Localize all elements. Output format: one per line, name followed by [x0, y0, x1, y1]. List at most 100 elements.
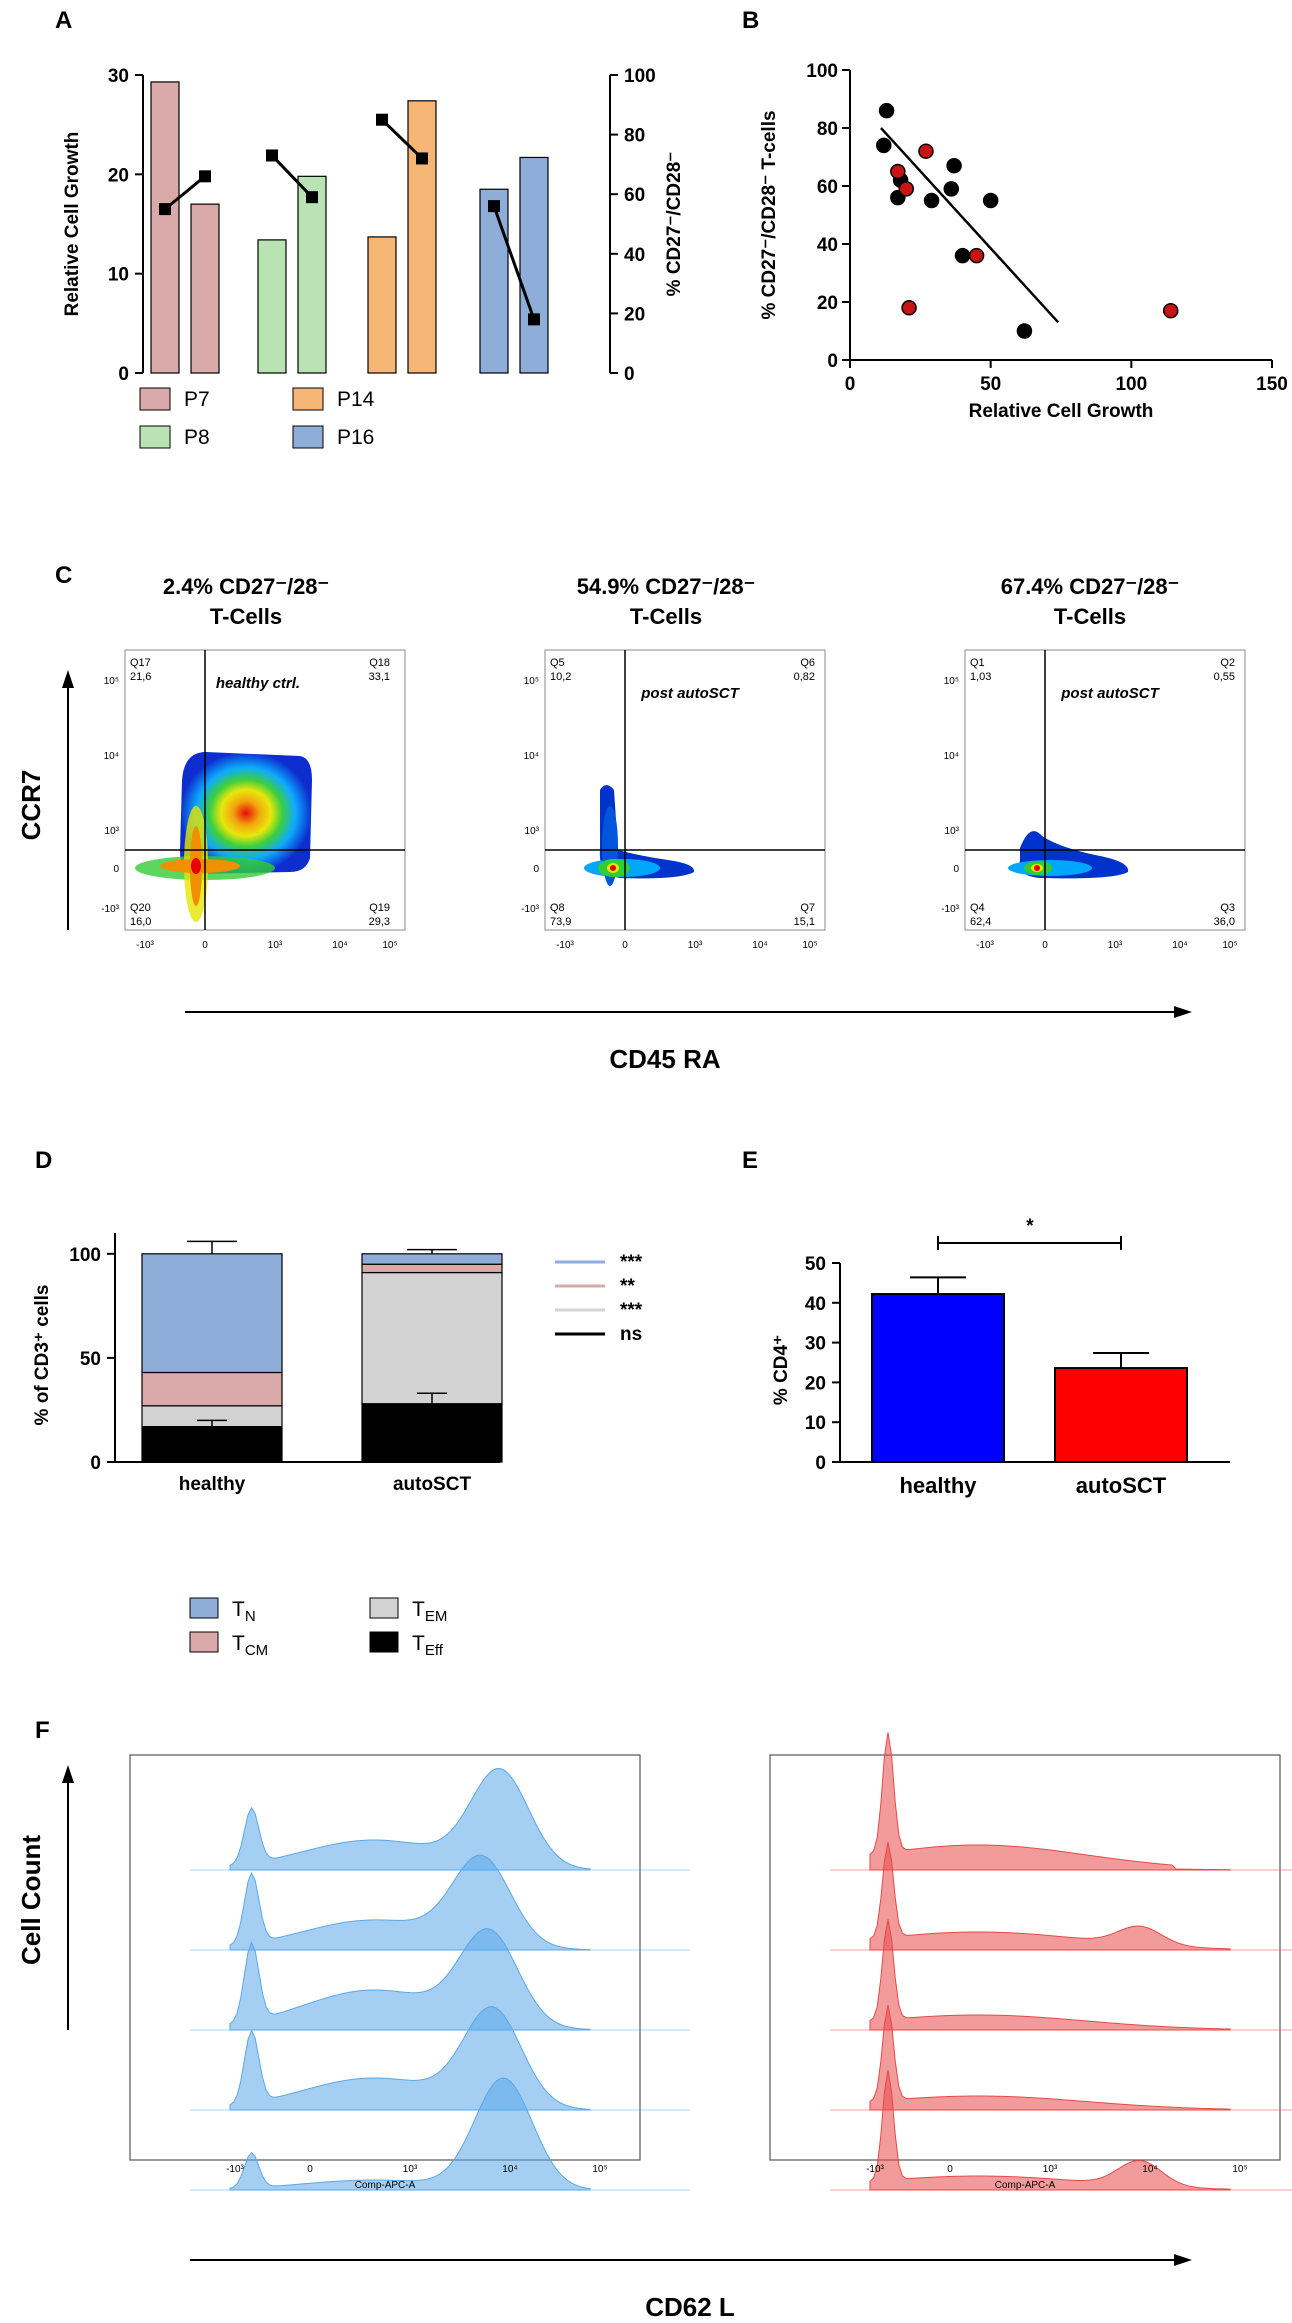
flow-plot-2: Q5 10,2 Q6 0,82 Q8 73,9 Q7 15,1 post aut…	[544, 649, 826, 931]
fc-y-tick-label: 0	[953, 864, 959, 875]
fc-y-tick-label: -10³	[521, 904, 539, 915]
q-tr-value-1: 33,1	[369, 671, 390, 683]
histograms-autosct	[830, 1732, 1292, 2191]
histogram-x-tick-label: 10³	[403, 2164, 418, 2175]
q-br-name-1: Q19	[369, 902, 390, 914]
a-bar-p14-1	[367, 236, 397, 374]
fc-title-1-line1: 2.4% CD27⁻/28⁻	[163, 574, 329, 599]
b-point-red	[890, 163, 906, 180]
q-bl-value-1: 16,0	[130, 916, 151, 928]
b-point-black	[943, 181, 960, 197]
legend-swatch-tem	[369, 1597, 399, 1619]
a-y2-tick-label: 80	[624, 126, 645, 147]
legend-swatch-tcm	[189, 1631, 219, 1653]
histogram-x-tick-label: 10⁴	[1142, 2164, 1157, 2175]
d-segment-tcm-healthy	[141, 1371, 283, 1407]
panel-label-a: A	[55, 7, 72, 34]
fc-x-tick-label: 0	[202, 940, 208, 951]
a-marker-p7-2	[199, 170, 211, 183]
fc-y-tick-label: 0	[533, 864, 539, 875]
e-y-tick-label: 0	[815, 1453, 826, 1474]
d-y-tick-label: 0	[90, 1453, 101, 1474]
q-tl-name-1: Q17	[130, 657, 151, 669]
fc-title-3-line1: 67.4% CD27⁻/28⁻	[1001, 574, 1180, 599]
histogram-xlabel-healthy: Comp-APC-A	[355, 2180, 416, 2191]
legend-swatch-p7	[139, 387, 171, 411]
histogram-tick-labels: -10³ 0 10³ 10⁴ 10⁵ -10³ 0 10³ 10⁴ 10⁵	[226, 2164, 1248, 2175]
chart-a: 0 10 20 30 0 20 40 60 80 100 Relative Cell Growth%…	[62, 66, 685, 385]
a-y-axis-label: Relative Cell Growth	[62, 132, 83, 317]
a-y-tick-label: 0	[118, 364, 129, 385]
fc-x-tick-label: -10³	[556, 940, 574, 951]
e-y-tick-label: 10	[805, 1413, 826, 1434]
fc-y-tick-label: -10³	[941, 904, 959, 915]
panel-label-f: F	[35, 1717, 50, 1744]
legend-label-tcm: TCM	[232, 1632, 268, 1659]
density-blob-1	[180, 752, 312, 874]
fc-title-1-line2: T-Cells	[210, 604, 282, 629]
fc-title-3-line2: T-Cells	[1054, 604, 1126, 629]
e-y-tick-label: 20	[805, 1373, 826, 1394]
d-significance-label: ***	[620, 1252, 643, 1273]
a-line-p8	[270, 154, 314, 199]
d-category-label: autoSCT	[393, 1474, 472, 1495]
d-y-tick-label: 100	[69, 1245, 101, 1266]
a-y2-tick-label: 60	[624, 185, 645, 206]
cd45ra-axis-label: CD45 RA	[609, 1044, 720, 1074]
b-y-tick-label: 100	[806, 61, 838, 82]
a-line-p7	[164, 175, 206, 211]
e-bar-autosct	[1054, 1367, 1188, 1464]
cell-count-arrow-head	[62, 1765, 74, 1783]
a-bar-p16-1	[479, 188, 509, 374]
ccr7-arrow-head	[62, 670, 74, 688]
legend-swatch-tn	[189, 1597, 219, 1619]
histogram-x-tick-label: 0	[947, 2164, 953, 2175]
e-category-label: healthy	[899, 1473, 977, 1498]
d-segment-teff-autosct	[361, 1403, 503, 1463]
panel-label-d: D	[35, 1147, 52, 1174]
cd62l-arrow-head	[1174, 2254, 1192, 2266]
d-significance-label: ns	[620, 1324, 642, 1345]
legend-swatch-p8	[139, 425, 171, 449]
flow-plot-3-label: post autoSCT	[1060, 685, 1160, 702]
panel-c: 2.4% CD27⁻/28⁻ T-Cells 54.9% CD27⁻/28⁻ T…	[16, 574, 1246, 1074]
b-point-red	[968, 247, 985, 264]
b-point-black	[954, 247, 971, 264]
q-bl-name-3: Q4	[970, 902, 985, 914]
q-tl-value-2: 10,2	[550, 671, 571, 683]
q-bl-value-3: 62,4	[970, 916, 991, 928]
b-fit-line	[880, 127, 1060, 324]
q-br-name-2: Q7	[800, 902, 815, 914]
q-tr-name-2: Q6	[800, 657, 815, 669]
legend-label-p16: P16	[337, 426, 374, 449]
d-y-axis-label: % of CD3⁺ cells	[32, 1285, 53, 1426]
q-tl-value-1: 21,6	[130, 671, 151, 683]
histogram-x-tick-label: 10⁴	[502, 2164, 517, 2175]
q-br-value-3: 36,0	[1214, 916, 1235, 928]
fc-y-tick-label: 10⁴	[944, 751, 959, 762]
legend-swatch-p14	[292, 387, 324, 411]
b-x-tick-label: 150	[1256, 374, 1288, 395]
q-tl-name-3: Q1	[970, 657, 985, 669]
legend-swatch-p16	[292, 425, 324, 449]
q-tr-name-1: Q18	[369, 657, 390, 669]
q-bl-value-2: 73,9	[550, 916, 571, 928]
q-br-name-3: Q3	[1220, 902, 1235, 914]
histogram-xlabel-autosct: Comp-APC-A	[995, 2180, 1056, 2191]
fc-y-tick-label: 0	[113, 864, 119, 875]
b-y-tick-label: 0	[827, 351, 838, 372]
fc-y-tick-label: 10⁵	[944, 676, 959, 687]
e-category-label: autoSCT	[1076, 1473, 1167, 1498]
chart-b: 0 20 40 60 80 100 0 50 100 150 Relative Cell Growt…	[759, 61, 1288, 422]
a-marker-p14-2	[416, 152, 428, 165]
b-y-tick-label: 40	[817, 235, 838, 256]
q-tl-value-3: 1,03	[970, 671, 991, 683]
a-y2-tick-label: 20	[624, 304, 645, 325]
histogram-x-tick-label: 0	[307, 2164, 313, 2175]
fc-y-tick-label: 10⁴	[104, 751, 119, 762]
a-marker-p16-2	[528, 313, 540, 326]
fc-x-tick-label: 10³	[1108, 940, 1123, 951]
fc-x-tick-label: 0	[622, 940, 628, 951]
fc-x-tick-label: -10³	[976, 940, 994, 951]
